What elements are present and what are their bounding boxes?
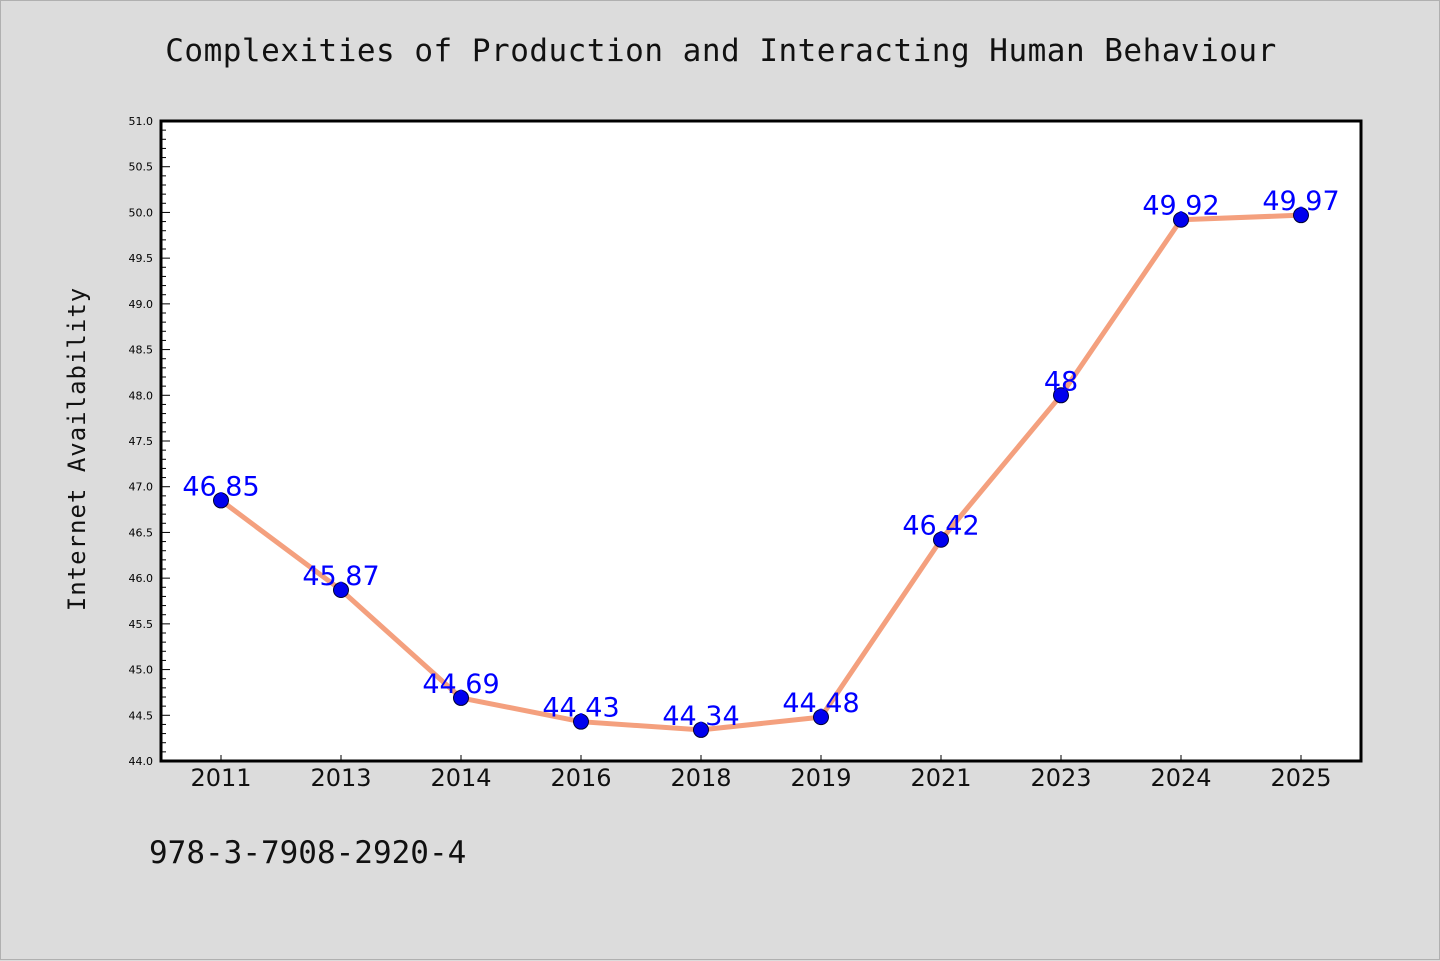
data-point (1053, 387, 1069, 404)
data-label: 44.48 (782, 688, 859, 719)
data-point (813, 709, 829, 726)
y-tick-label: 45.5 (129, 618, 154, 631)
x-tick-label: 2023 (1030, 764, 1091, 792)
isbn-text: 978-3-7908-2920-4 (149, 835, 467, 871)
y-tick-label: 46.0 (129, 572, 154, 585)
x-tick-label: 2013 (310, 764, 371, 792)
x-tick-label: 2025 (1270, 764, 1331, 792)
data-point (573, 713, 589, 730)
y-tick-label: 47.0 (129, 481, 154, 494)
data-label: 49.97 (1262, 186, 1339, 217)
data-label: 45.87 (302, 561, 379, 592)
data-point (453, 689, 469, 706)
y-tick-label: 51.0 (129, 115, 154, 128)
y-tick-label: 49.5 (129, 252, 154, 265)
data-label: 44.34 (662, 701, 739, 732)
data-point (933, 531, 949, 548)
y-tick-label: 44.0 (129, 755, 154, 768)
chart-title: Complexities of Production and Interacti… (165, 33, 1277, 69)
x-tick-label: 2018 (670, 764, 731, 792)
x-tick-label: 2024 (1150, 764, 1211, 792)
y-tick-label: 48.5 (129, 344, 154, 357)
y-tick-label: 48.0 (129, 389, 154, 402)
y-tick-label: 45.0 (129, 664, 154, 677)
data-label: 46.85 (182, 471, 259, 502)
data-label: 48 (1044, 366, 1078, 397)
x-tick-label: 2016 (550, 764, 611, 792)
y-tick-label: 49.0 (129, 298, 154, 311)
data-point (1173, 211, 1189, 228)
data-point (213, 492, 229, 509)
x-tick-label: 2011 (190, 764, 251, 792)
data-label: 44.69 (422, 669, 499, 700)
x-tick-label: 2019 (790, 764, 851, 792)
y-tick-label: 50.0 (129, 206, 154, 219)
y-tick-label: 47.5 (129, 435, 154, 448)
y-tick-label: 50.5 (129, 161, 154, 174)
x-tick-label: 2014 (430, 764, 491, 792)
data-label: 46.42 (902, 511, 979, 542)
data-point (333, 582, 349, 599)
data-point (693, 721, 709, 738)
data-label: 44.43 (542, 693, 619, 724)
y-tick-label: 44.5 (129, 709, 154, 722)
y-tick-label: 46.5 (129, 526, 154, 539)
plot-background (161, 121, 1361, 761)
data-label: 49.92 (1142, 191, 1219, 222)
x-tick-label: 2021 (910, 764, 971, 792)
data-point (1293, 207, 1309, 224)
series-line (218, 212, 1304, 733)
